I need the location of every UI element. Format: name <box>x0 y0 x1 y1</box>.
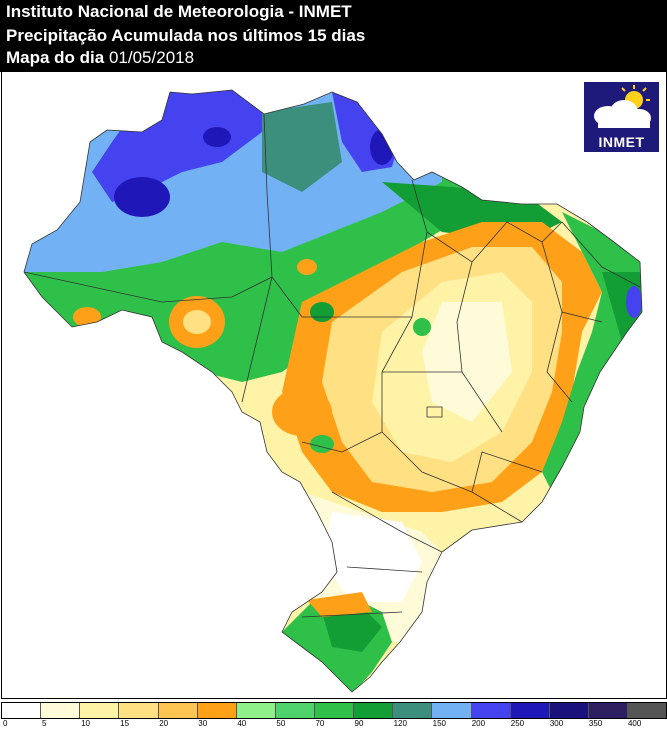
legend-swatch <box>549 703 589 718</box>
legend-swatch <box>158 703 198 718</box>
legend-swatch <box>2 703 42 718</box>
date-prefix: Mapa do dia <box>6 48 109 67</box>
legend-tick-label: 250 <box>510 719 525 728</box>
legend-tick-label: 150 <box>432 719 446 728</box>
legend-swatch <box>432 703 472 718</box>
legend-swatch <box>236 703 276 718</box>
legend-tick-label: 300 <box>549 719 564 728</box>
legend-swatch <box>471 703 511 718</box>
inmet-logo: INMET <box>584 82 659 152</box>
state-borders <box>23 89 643 693</box>
legend-tick-label: 0 <box>3 719 8 728</box>
legend-tick-label: 200 <box>471 719 486 728</box>
legend-tick-label: 10 <box>81 719 91 728</box>
legend-ticks: 0 5 10 15 20 30 40 50 70 90 120 150 200 250 300 350 400 <box>1 719 667 730</box>
map-date-line: Mapa do dia 01/05/2018 <box>6 48 194 68</box>
map-title: Precipitação Acumulada nos últimos 15 di… <box>6 26 366 45</box>
legend-swatch <box>315 703 355 718</box>
legend-tick-label: 5 <box>42 719 47 728</box>
legend-tick-label: 70 <box>315 719 325 728</box>
legend-swatch <box>393 703 433 718</box>
precip-fields <box>24 90 642 692</box>
legend-swatch <box>119 703 159 718</box>
legend-swatch <box>197 703 237 718</box>
institution-title: Instituto Nacional de Meteorologia - INM… <box>6 2 352 21</box>
legend-swatches <box>1 702 667 719</box>
logo-text: INMET <box>598 134 645 150</box>
legend-tick-label: 90 <box>354 719 364 728</box>
legend-swatch <box>628 703 667 718</box>
legend-swatch <box>510 703 550 718</box>
legend-tick-label: 30 <box>198 719 208 728</box>
legend-tick-label: 15 <box>120 719 130 728</box>
legend-tick-label: 40 <box>237 719 247 728</box>
legend-tick-label: 400 <box>627 719 642 728</box>
sun-cloud-icon <box>594 85 651 128</box>
legend-tick-label: 120 <box>393 719 407 728</box>
color-legend: 0 5 10 15 20 30 40 50 70 90 120 150 200 250 300 350 400 <box>1 702 667 730</box>
map-date: 01/05/2018 <box>108 48 195 67</box>
legend-swatch <box>41 703 81 718</box>
legend-tick-label: 350 <box>588 719 603 728</box>
legend-swatch <box>275 703 315 718</box>
legend-tick-label: 50 <box>276 719 286 728</box>
precipitation-map <box>1 72 667 699</box>
legend-swatch <box>80 703 120 718</box>
brazil-map <box>23 89 643 693</box>
legend-tick-label: 20 <box>159 719 169 728</box>
legend-swatch <box>588 703 628 718</box>
legend-swatch <box>354 703 394 718</box>
map-header: Instituto Nacional de Meteorologia - INM… <box>0 0 667 72</box>
